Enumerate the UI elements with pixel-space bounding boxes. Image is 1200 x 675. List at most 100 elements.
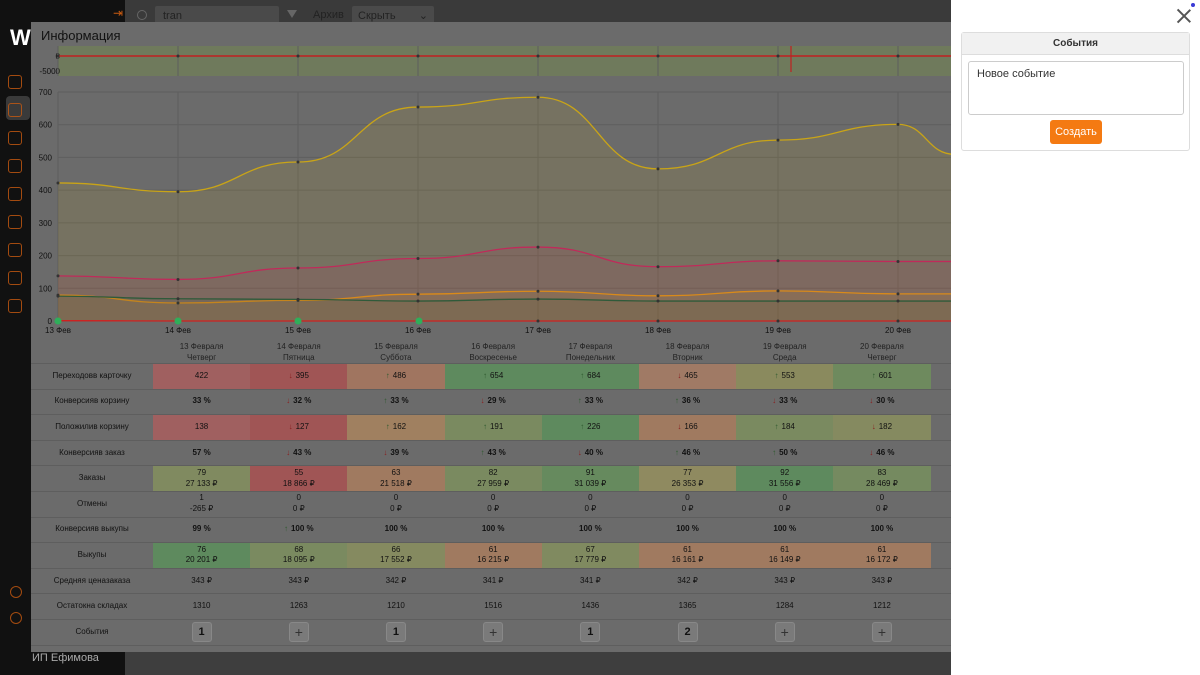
cell-value: 1263 [290, 601, 308, 612]
cell-value: ↑ 36 % [675, 396, 700, 407]
cell-text: 0 ₽ [292, 504, 305, 514]
table-row: Средняя цена заказа 343 ₽ 343 ₽ 342 ₽ 341 ₽ 34… [31, 568, 955, 595]
search-input[interactable]: tran [155, 6, 279, 26]
cell-text: 1365 [678, 601, 697, 611]
chart-icon[interactable] [8, 243, 22, 257]
cell-value: 0 [487, 493, 499, 504]
table-cell: 138 [153, 415, 251, 440]
cell-content: ↑ 50 % [772, 448, 797, 459]
table-cell: 100 % [639, 518, 736, 543]
cell-text: 50 % [779, 447, 798, 457]
filter-icon[interactable] [287, 10, 297, 20]
arrow-up-icon: ↑ [580, 370, 585, 380]
cell-text: 61 [780, 544, 790, 554]
cell-value: 17 779 ₽ [574, 555, 606, 566]
event-marker-0 [54, 317, 62, 325]
briefcase-icon[interactable] [8, 299, 22, 313]
table-cell: 342 ₽ [347, 569, 444, 594]
series-0-point-3 [416, 105, 420, 109]
close-icon[interactable] [1176, 8, 1192, 24]
cell-value: ↓ 46 % [869, 448, 894, 459]
arrow-down-icon: ↓ [286, 447, 291, 457]
cell-text: 46 % [876, 447, 895, 457]
cell-value: ↑ 226 [580, 422, 600, 433]
event-textarea[interactable]: Новое событие [968, 61, 1184, 115]
table-cell: 63 21 518 ₽ [347, 466, 445, 491]
table-cell: 100 % [445, 518, 542, 543]
cell-content: 343 ₽ [774, 576, 795, 587]
cell-text: 1516 [484, 601, 503, 611]
box-icon[interactable] [8, 131, 22, 145]
boxes-icon[interactable] [8, 159, 22, 173]
cell-text: 40 % [584, 447, 603, 457]
cell-text: 46 % [681, 447, 701, 457]
cell-text: 100 % [773, 524, 797, 534]
gift-icon[interactable] [8, 271, 22, 285]
cell-value: 31 556 ₽ [769, 479, 801, 490]
cell-value: ↓ 395 [289, 371, 309, 382]
add-event-button[interactable]: + [871, 622, 892, 643]
arrow-down-icon: ↓ [286, 396, 291, 406]
cell-text: 0 [588, 493, 593, 503]
cell-content: 422 [195, 371, 208, 382]
table-cell: ↓ 32 % [250, 390, 347, 415]
cell-text: 21 518 ₽ [380, 478, 412, 488]
series-3-point-7 [896, 299, 900, 303]
series-0-point-1 [176, 190, 180, 194]
add-event-button[interactable]: + [288, 622, 309, 643]
table-cell: ↑ 162 [347, 415, 445, 440]
add-event-button[interactable]: + [774, 622, 795, 643]
event-count-button[interactable]: 1 [191, 622, 212, 643]
table-cell: 343 ₽ [833, 569, 930, 594]
event-cell: + [736, 620, 833, 645]
cell-content: 61 16 172 ₽ [866, 545, 898, 567]
series-0-point-2 [296, 160, 300, 164]
row-label-line: в корзину [93, 422, 129, 432]
arrow-down-icon: ↓ [772, 396, 777, 406]
series-1-point-1 [176, 277, 180, 281]
bag-icon[interactable] [8, 103, 22, 117]
chevron-down-icon: ⌄ [418, 10, 428, 22]
cell-value: 138 [195, 422, 208, 433]
cell-value: 92 [769, 468, 801, 479]
info-icon[interactable] [10, 586, 22, 598]
cell-value: 343 ₽ [191, 576, 212, 587]
event-count-button[interactable]: 1 [385, 622, 406, 643]
archive-select[interactable]: Скрыть ⌄ [352, 6, 434, 26]
cell-text: 82 [488, 467, 498, 477]
cell-content: 343 ₽ [872, 576, 893, 587]
x-tick-5: 18 Фев [645, 326, 671, 335]
table-cell: 341 ₽ [542, 569, 639, 594]
row-label-line: Выкупы [77, 550, 107, 560]
cell-content: ↑ 33 % [578, 396, 603, 407]
event-count-button[interactable]: 1 [580, 622, 601, 643]
cell-content: 1310 [193, 601, 211, 612]
cell-value: 1 [190, 493, 213, 504]
add-event-button[interactable]: + [483, 622, 504, 643]
exit-icon[interactable]: ⇥ [113, 6, 124, 20]
row-label-line: Конверсия [55, 524, 95, 534]
day-header-3: 16 Февраля Воскресенье [445, 338, 542, 363]
table-cell: 33 % [153, 390, 250, 415]
cell-text: 162 [392, 422, 407, 432]
cell-content: 100 % [385, 524, 408, 535]
table-cell: 422 [153, 364, 251, 389]
cell-value: 100 % [482, 524, 505, 535]
row-label-line: на складах [86, 601, 128, 611]
cell-text: 601 [878, 370, 893, 380]
table-cell: 343 ₽ [736, 569, 833, 594]
home-icon[interactable] [8, 75, 22, 89]
wallet-icon[interactable] [8, 215, 22, 229]
series-area-2 [58, 290, 955, 321]
cell-value: 0 [876, 493, 888, 504]
create-button[interactable]: Создать [1050, 120, 1102, 144]
user-name[interactable]: ИП Ефимова [32, 652, 99, 664]
user-icon[interactable] [10, 612, 22, 624]
cart-icon[interactable] [8, 187, 22, 201]
event-count-button[interactable]: 2 [677, 622, 698, 643]
table-cell: 76 20 201 ₽ [153, 543, 251, 568]
cell-text: 43 % [293, 447, 312, 457]
cell-value: ↑ 162 [386, 422, 406, 433]
